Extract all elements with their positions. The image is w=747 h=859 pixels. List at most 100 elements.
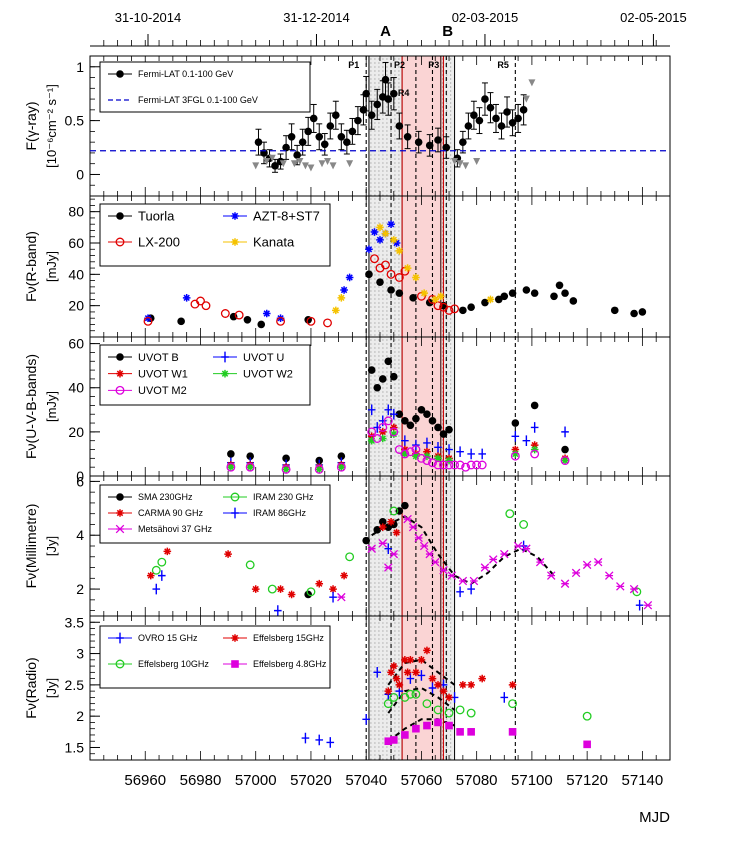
stipple-dot: [386, 150, 388, 152]
stipple-dot: [374, 486, 376, 488]
data-point: [401, 450, 409, 458]
stipple-dot: [394, 74, 396, 76]
stipple-dot: [382, 482, 384, 484]
data-point: [522, 544, 531, 553]
stipple-dot: [370, 222, 372, 224]
stipple-dot: [378, 395, 380, 397]
stipple-dot: [374, 302, 376, 304]
stipple-dot: [378, 746, 380, 748]
data-point: [362, 713, 370, 725]
stipple-dot: [386, 339, 388, 341]
data-point: [384, 357, 393, 366]
stipple-dot: [370, 122, 372, 124]
stipple-dot: [378, 646, 380, 648]
stipple-dot: [374, 190, 376, 192]
x-tick-label: 56960: [124, 772, 166, 789]
stipple-dot: [378, 578, 380, 580]
stipple-dot: [450, 710, 452, 712]
stipple-dot: [442, 190, 444, 192]
stipple-dot: [382, 395, 384, 397]
stipple-dot: [386, 726, 388, 728]
stipple-dot: [394, 214, 396, 216]
stipple-dot: [378, 415, 380, 417]
stipple-dot: [386, 142, 388, 144]
stipple-dot: [386, 478, 388, 480]
stipple-dot: [382, 310, 384, 312]
stipple-dot: [386, 482, 388, 484]
stipple-dot: [442, 526, 444, 528]
stipple-dot: [382, 455, 384, 457]
series-effelsberg-4-8ghz: [384, 718, 591, 749]
data-point: [395, 289, 404, 297]
stipple-dot: [446, 166, 448, 168]
data-point: [455, 460, 465, 470]
x-tick-label: 57000: [235, 772, 277, 789]
stipple-dot: [450, 678, 452, 680]
data-point: [163, 547, 172, 556]
stipple-dot: [394, 146, 396, 148]
stipple-dot: [450, 626, 452, 628]
stipple-dot: [398, 467, 400, 469]
stipple-dot: [382, 122, 384, 124]
stipple-dot: [398, 494, 400, 496]
stipple-dot: [394, 186, 396, 188]
stipple-dot: [370, 447, 372, 449]
stipple-dot: [390, 383, 392, 385]
stipple-dot: [386, 86, 388, 88]
stipple-dot: [394, 162, 396, 164]
stipple-dot: [374, 126, 376, 128]
stipple-dot: [450, 162, 452, 164]
stipple-dot: [382, 682, 384, 684]
data-point: [425, 549, 434, 559]
stipple-dot: [446, 494, 448, 496]
stipple-dot: [450, 230, 452, 232]
stipple-dot: [382, 403, 384, 405]
stipple-dot: [370, 614, 372, 616]
data-point: [332, 306, 340, 315]
data-point: [384, 687, 393, 695]
data-point: [434, 681, 442, 689]
data-point: [561, 289, 569, 297]
stipple-dot: [370, 602, 372, 604]
stipple-dot: [398, 395, 400, 397]
stipple-dot: [394, 463, 396, 465]
data-point: [276, 585, 285, 593]
stipple-dot: [446, 746, 448, 748]
stipple-dot: [394, 746, 396, 748]
stipple-dot: [378, 534, 380, 536]
stipple-dot: [386, 490, 388, 492]
stipple-dot: [378, 630, 380, 632]
stipple-dot: [398, 435, 400, 437]
stipple-dot: [386, 702, 388, 704]
data-point: [343, 138, 351, 146]
data-point: [451, 158, 459, 166]
stipple-dot: [442, 198, 444, 200]
stipple-dot: [394, 451, 396, 453]
stipple-dot: [394, 395, 396, 397]
stipple-dot: [386, 347, 388, 349]
stipple-dot: [370, 210, 372, 212]
x-tick-label: 57060: [401, 772, 443, 789]
stipple-dot: [370, 622, 372, 624]
stipple-dot: [386, 407, 388, 409]
data-point: [561, 445, 569, 454]
stipple-dot: [442, 550, 444, 552]
data-point: [450, 304, 460, 314]
stipple-dot: [378, 618, 380, 620]
stipple-dot: [378, 467, 380, 469]
stipple-dot: [370, 650, 372, 652]
stipple-dot: [450, 78, 452, 80]
data-point: [227, 463, 235, 471]
stipple-dot: [398, 222, 400, 224]
stipple-dot: [370, 86, 372, 88]
stipple-dot: [394, 114, 396, 116]
stipple-dot: [442, 90, 444, 92]
stipple-dot: [450, 746, 452, 748]
stipple-dot: [394, 178, 396, 180]
data-point: [414, 138, 423, 146]
data-point: [411, 445, 421, 454]
stipple-dot: [450, 218, 452, 220]
data-point: [220, 309, 230, 318]
stipple-dot: [398, 538, 400, 540]
stipple-dot: [394, 234, 396, 236]
